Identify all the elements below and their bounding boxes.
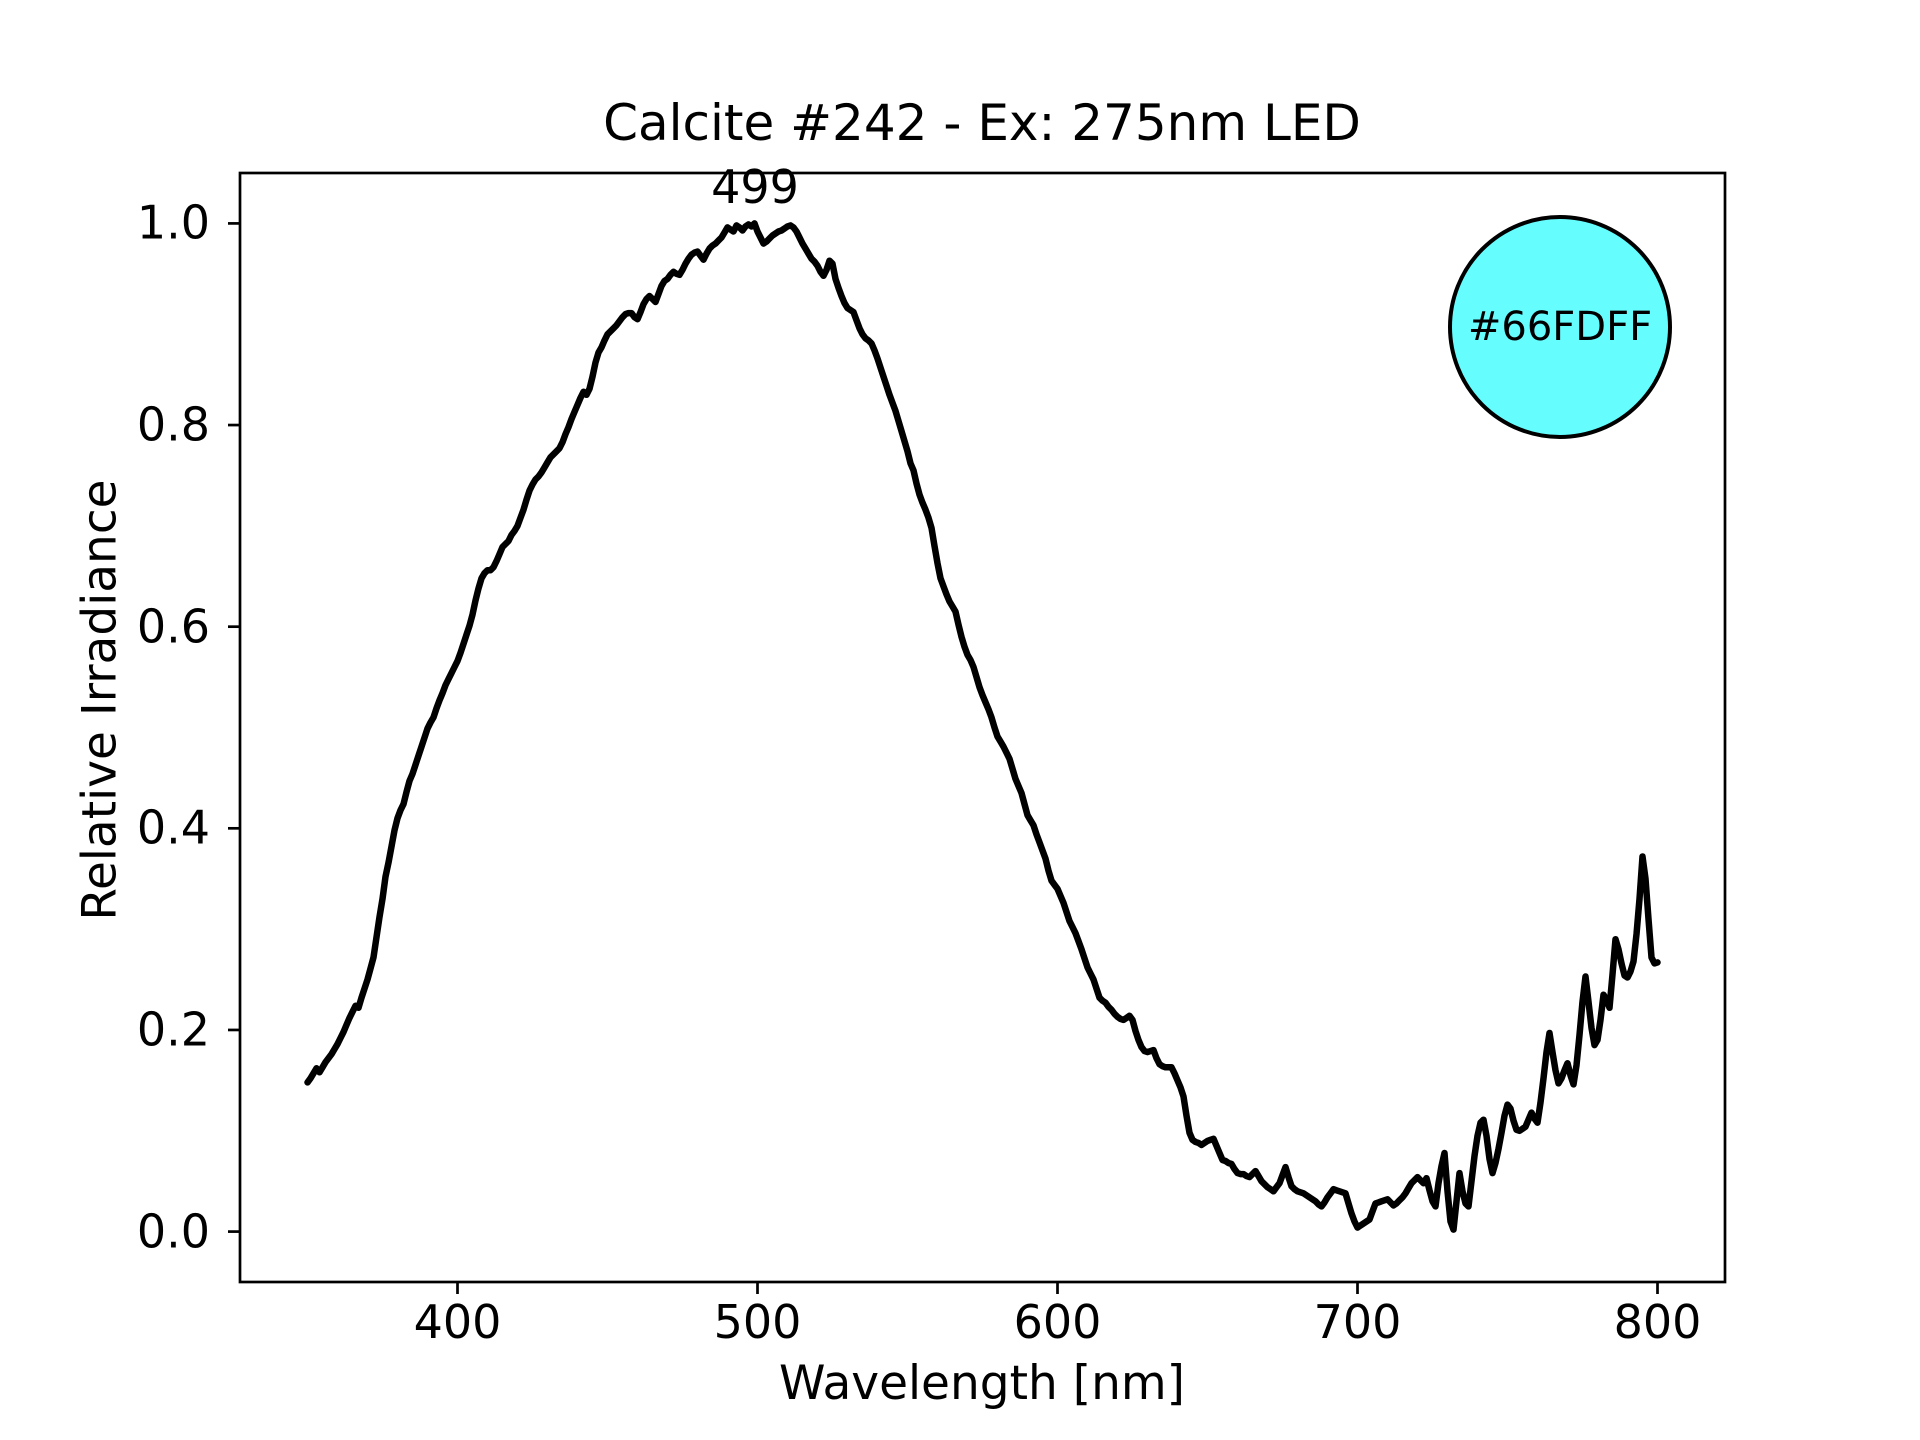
color-swatch-circle <box>1448 215 1672 439</box>
color-swatch-label: #66FDFF <box>1467 304 1653 350</box>
x-tick-label: 800 <box>1613 1295 1702 1349</box>
x-axis-label: Wavelength [nm] <box>779 1356 1185 1411</box>
peak-annotation: 499 <box>711 160 799 214</box>
y-tick-label: 0.0 <box>136 1204 210 1259</box>
plot-border <box>238 171 1727 1284</box>
y-tick-label: 0.4 <box>136 801 210 856</box>
x-tick-label: 600 <box>1013 1295 1102 1349</box>
y-tick-label: 0.8 <box>136 397 210 452</box>
x-tick-label: 400 <box>413 1295 502 1349</box>
y-tick-label: 0.2 <box>136 1002 210 1057</box>
y-axis-label: Relative Irradiance <box>72 479 128 921</box>
x-tick-label: 500 <box>713 1295 802 1349</box>
chart-title: Calcite #242 - Ex: 275nm LED <box>603 94 1361 152</box>
y-tick-label: 1.0 <box>136 196 210 251</box>
spectrum-line <box>304 220 1661 1233</box>
axis-tick-marks <box>228 222 1659 1294</box>
x-tick-label: 700 <box>1313 1295 1402 1349</box>
y-tick-label: 0.6 <box>136 599 210 654</box>
